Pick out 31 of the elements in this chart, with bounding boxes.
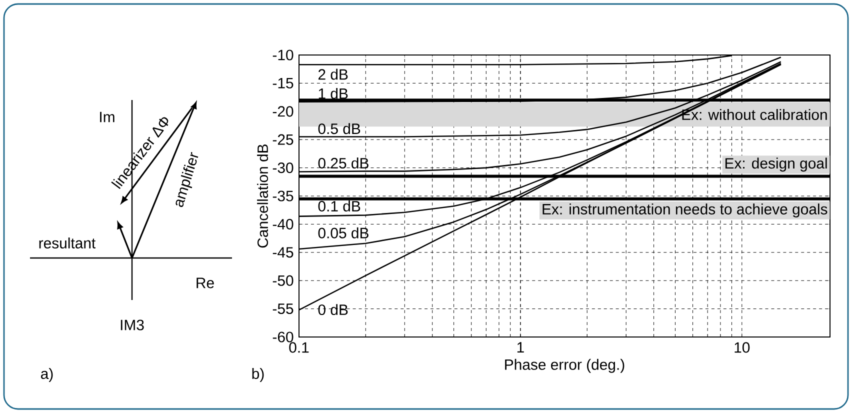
text: a) bbox=[41, 368, 53, 382]
text: resultant bbox=[39, 238, 96, 248]
y-tick-label: -15 bbox=[272, 78, 294, 88]
text: Re bbox=[196, 278, 214, 288]
y-axis-title: Cancellation dB bbox=[257, 144, 268, 248]
x-tick-label: 10 bbox=[734, 342, 750, 353]
series-label: 1 dB bbox=[318, 88, 348, 99]
y-tick-label: -60 bbox=[272, 332, 294, 342]
x-tick-label: 0.1 bbox=[289, 342, 309, 353]
y-tick-label: -10 bbox=[272, 50, 294, 60]
ref-line-label: Ex: instrumentation needs to achieve goals bbox=[542, 204, 828, 218]
y-tick-label: -45 bbox=[272, 247, 294, 258]
series-label: 0.5 dB bbox=[318, 123, 360, 134]
text: amplifier bbox=[176, 152, 198, 208]
series-label: 0.25 dB bbox=[318, 158, 368, 168]
y-tick-label: -30 bbox=[272, 162, 294, 174]
ref-line-label: Ex: design goal bbox=[725, 158, 827, 172]
y-tick-label: -35 bbox=[272, 190, 294, 202]
x-axis-title: Phase error (deg.) bbox=[505, 358, 624, 373]
y-tick-label: -50 bbox=[272, 275, 294, 286]
text: Im bbox=[100, 112, 114, 122]
y-tick-label: -20 bbox=[272, 106, 294, 117]
y-tick-label: -55 bbox=[272, 304, 294, 314]
text: b) bbox=[252, 368, 264, 382]
x-tick-label: 1 bbox=[517, 342, 524, 352]
y-tick-label: -25 bbox=[272, 134, 294, 145]
series-label: 2 dB bbox=[318, 68, 348, 80]
series-label: 0.05 dB bbox=[318, 227, 368, 238]
series-label: 0.1 dB bbox=[318, 200, 360, 212]
text: IM3 bbox=[120, 320, 144, 330]
y-tick-label: -40 bbox=[272, 218, 294, 230]
